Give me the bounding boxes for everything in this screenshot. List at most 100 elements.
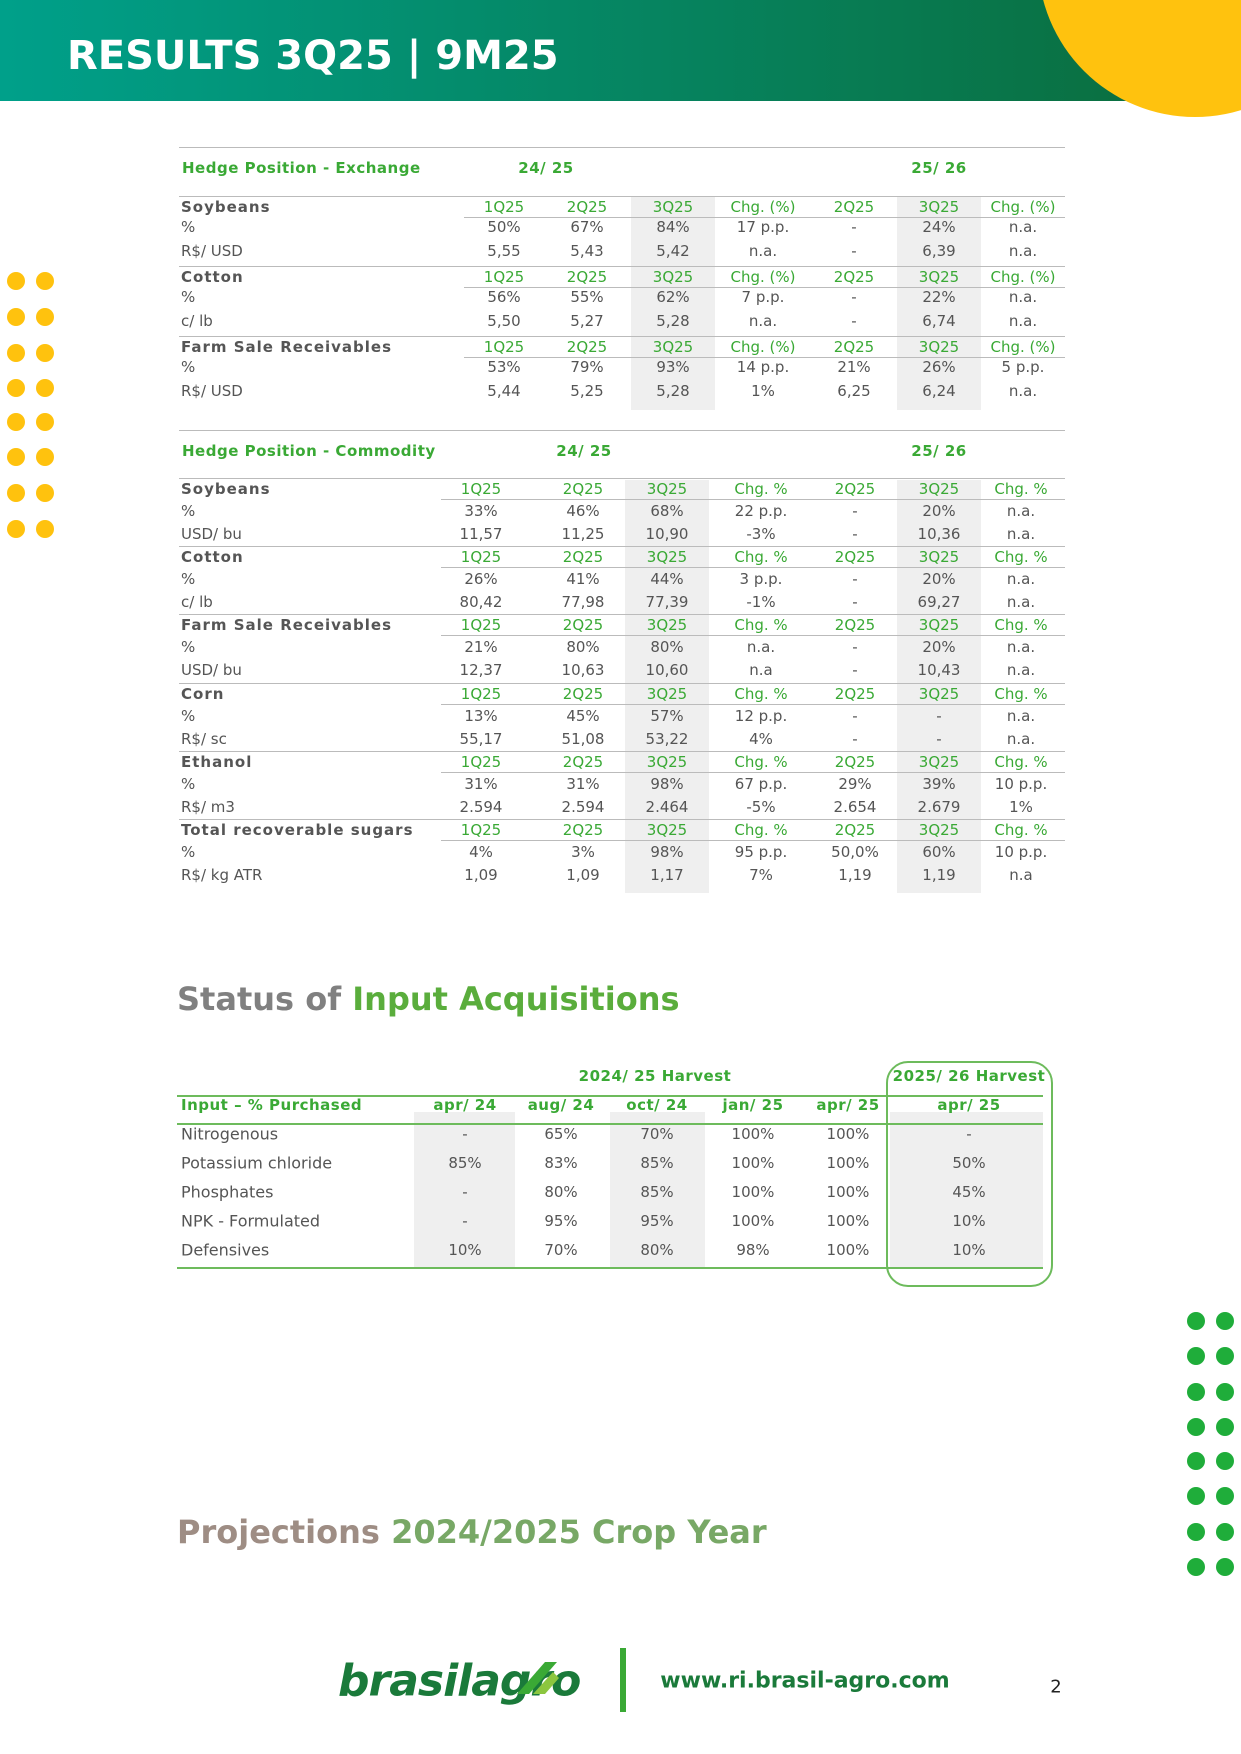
cell: n.a. [1006,593,1036,611]
cell: - [852,707,858,725]
row-label: R$/ kg ATR [181,866,263,884]
column-header: Chg. % [734,480,788,498]
rule [179,147,1065,148]
column-header: 3Q25 [646,685,688,703]
rule [179,266,1065,267]
cell: 60% [922,843,956,861]
cell: 100% [826,1154,870,1172]
row-label: Phosphates [181,1182,274,1202]
cell: 80% [566,638,600,656]
cell: 85% [640,1154,674,1172]
row-label: USD/ bu [181,525,242,543]
shaded-column [414,1112,515,1267]
rule [177,1123,1043,1125]
cell: 31% [566,775,600,793]
rule [464,217,1065,218]
rule [177,1095,1043,1097]
cell: - [851,288,857,306]
cell: 13% [464,707,498,725]
rule [441,840,1065,841]
rule [179,546,1065,547]
inputs-title: Status of Input Acquisitions [177,980,680,1018]
shaded-column [897,196,981,410]
column-header: apr/ 25 [816,1096,880,1114]
column-header: 3Q25 [918,480,960,498]
column-header: 2Q25 [834,685,876,703]
shaded-column [631,196,715,410]
column-header: apr/ 25 [937,1096,1001,1114]
cell: 10 p.p. [994,775,1048,793]
cell: n.a. [1006,661,1036,679]
group-name: Farm Sale Receivables [181,616,393,634]
cell: 69,27 [917,593,961,611]
row-label: R$/ m3 [181,798,235,816]
cell: 80% [650,638,684,656]
row-label: USD/ bu [181,661,242,679]
cell: 1,09 [566,866,600,884]
cell: 62% [656,288,690,306]
cell: 100% [826,1183,870,1201]
column-header: 3Q25 [918,616,960,634]
cell: 1% [751,382,775,400]
cell: 6,25 [837,382,871,400]
footer-url: www.ri.brasil-agro.com [660,1668,950,1694]
cell: 65% [544,1125,578,1143]
cell: - [851,312,857,330]
column-header: 3Q25 [918,198,960,216]
column-header: Chg. (%) [990,338,1056,356]
row-label: Defensives [181,1240,270,1260]
row-label: R$/ USD [181,382,243,400]
column-header: Chg. % [994,548,1048,566]
cell: 20% [922,570,956,588]
table-title: Hedge Position - Commodity [182,442,436,460]
logo-mark [517,1662,559,1694]
column-header: 2Q25 [562,753,604,771]
cell: 70% [640,1125,674,1143]
period: 24/ 25 [518,159,574,177]
rule [441,567,1065,568]
cell: - [852,593,858,611]
cell: 100% [731,1212,775,1230]
cell: 10 p.p. [994,843,1048,861]
column-header: jan/ 25 [722,1096,784,1114]
cell: - [936,730,942,748]
cell: 10% [448,1241,482,1259]
cell: 100% [731,1125,775,1143]
shaded-column [625,480,709,893]
cell: n.a. [1006,638,1036,656]
page-number: 2 [1050,1676,1062,1698]
column-header: Chg. % [994,685,1048,703]
cell: 45% [952,1183,986,1201]
cell: 100% [731,1154,775,1172]
cell: 5,42 [656,242,690,260]
cell: 84% [656,218,690,236]
group-name: Soybeans [181,198,271,216]
row-label: NPK - Formulated [181,1211,321,1231]
cell: - [851,242,857,260]
cell: 39% [922,775,956,793]
column-header: 3Q25 [918,753,960,771]
row-label: % [181,570,196,588]
row-label: % [181,638,196,656]
cell: 95% [544,1212,578,1230]
column-header: 3Q25 [652,268,694,286]
cell: 21% [464,638,498,656]
cell: 1% [1009,798,1033,816]
shaded-column [890,1112,1043,1267]
cell: 53,22 [645,730,689,748]
cell: 1,19 [838,866,872,884]
cell: 46% [566,502,600,520]
cell: 70% [544,1241,578,1259]
rule [179,196,1065,197]
cell: 22% [922,288,956,306]
cell: 41% [566,570,600,588]
cell: n.a [749,661,773,679]
column-header: 2Q25 [562,616,604,634]
cell: 68% [650,502,684,520]
cell: 2.654 [833,798,877,816]
cell: 10% [952,1212,986,1230]
rule [441,704,1065,705]
cell: 10,63 [561,661,605,679]
cell: 50% [487,218,521,236]
cell: 56% [487,288,521,306]
